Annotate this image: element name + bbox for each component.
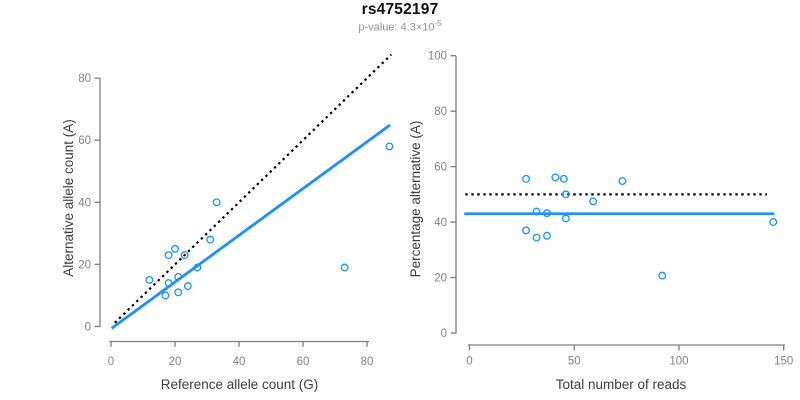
x-axis-title: Reference allele count (G) <box>161 377 319 392</box>
data-point <box>522 226 531 235</box>
x-tick-label: 60 <box>297 356 310 368</box>
x-tick-label: 20 <box>169 356 182 368</box>
x-tick-label: 150 <box>774 356 793 368</box>
y-tick-label: 100 <box>428 51 447 63</box>
data-point <box>561 214 570 223</box>
y-tick-label: 20 <box>78 259 91 271</box>
data-point <box>559 174 568 183</box>
x-tick-label: 0 <box>466 356 472 368</box>
x-tick-label: 40 <box>233 356 246 368</box>
data-point <box>522 174 531 183</box>
x-tick-label: 80 <box>361 356 374 368</box>
y-tick-label: 80 <box>434 106 447 118</box>
plot-subtitle: p-value: 4.3×10-5 <box>0 19 800 34</box>
y-tick-label: 0 <box>441 328 447 340</box>
y-tick-label: 40 <box>434 217 447 229</box>
data-point <box>543 209 551 218</box>
data-point <box>589 197 598 206</box>
y-tick-label: 0 <box>85 322 91 334</box>
data-point <box>551 173 560 182</box>
data-point <box>618 177 627 185</box>
x-tick-label: 50 <box>568 356 581 368</box>
regression-line <box>110 123 391 330</box>
y-tick-label: 80 <box>78 73 91 85</box>
plot-title: rs4752197 <box>361 1 439 18</box>
data-point <box>193 263 202 272</box>
allele-counts-panel: 0 20 40 60 80 0 20 40 60 80 Reference allele count… <box>61 53 394 392</box>
data-point <box>180 251 189 260</box>
pvalue-exponent: -5 <box>434 19 442 28</box>
data-point <box>164 251 173 260</box>
data-point <box>340 263 349 272</box>
data-point <box>183 282 192 291</box>
data-point <box>174 288 183 297</box>
y-axis-title: Percentage alternative (A) <box>408 121 423 278</box>
x-tick-label: 100 <box>669 356 688 368</box>
y-tick-label: 60 <box>78 135 91 147</box>
data-point <box>145 275 154 284</box>
data-point <box>769 218 778 227</box>
data-point <box>174 272 183 281</box>
data-point <box>658 271 667 280</box>
data-point <box>161 291 170 300</box>
y-tick-label: 40 <box>78 197 91 209</box>
y-axis-title: Alternative allele count (A) <box>61 119 76 277</box>
y-tick-label: 60 <box>434 162 447 174</box>
y-tick-label: 20 <box>434 273 447 285</box>
x-tick-label: 0 <box>108 356 114 368</box>
data-point <box>164 279 173 287</box>
data-point <box>206 235 215 244</box>
identity-line <box>114 53 393 324</box>
data-point <box>561 190 570 199</box>
data-point <box>532 233 541 242</box>
x-axis-title: Total number of reads <box>556 377 687 392</box>
percentage-vs-reads-panel: 0 50 100 150 0 20 40 60 80 100 Total number of rea… <box>408 51 793 392</box>
data-point <box>385 142 394 151</box>
pvalue-text: p-value: 4.3×10 <box>358 21 435 34</box>
data-point <box>532 207 541 216</box>
data-point <box>212 198 221 207</box>
data-point <box>171 244 179 253</box>
data-point <box>543 231 551 240</box>
